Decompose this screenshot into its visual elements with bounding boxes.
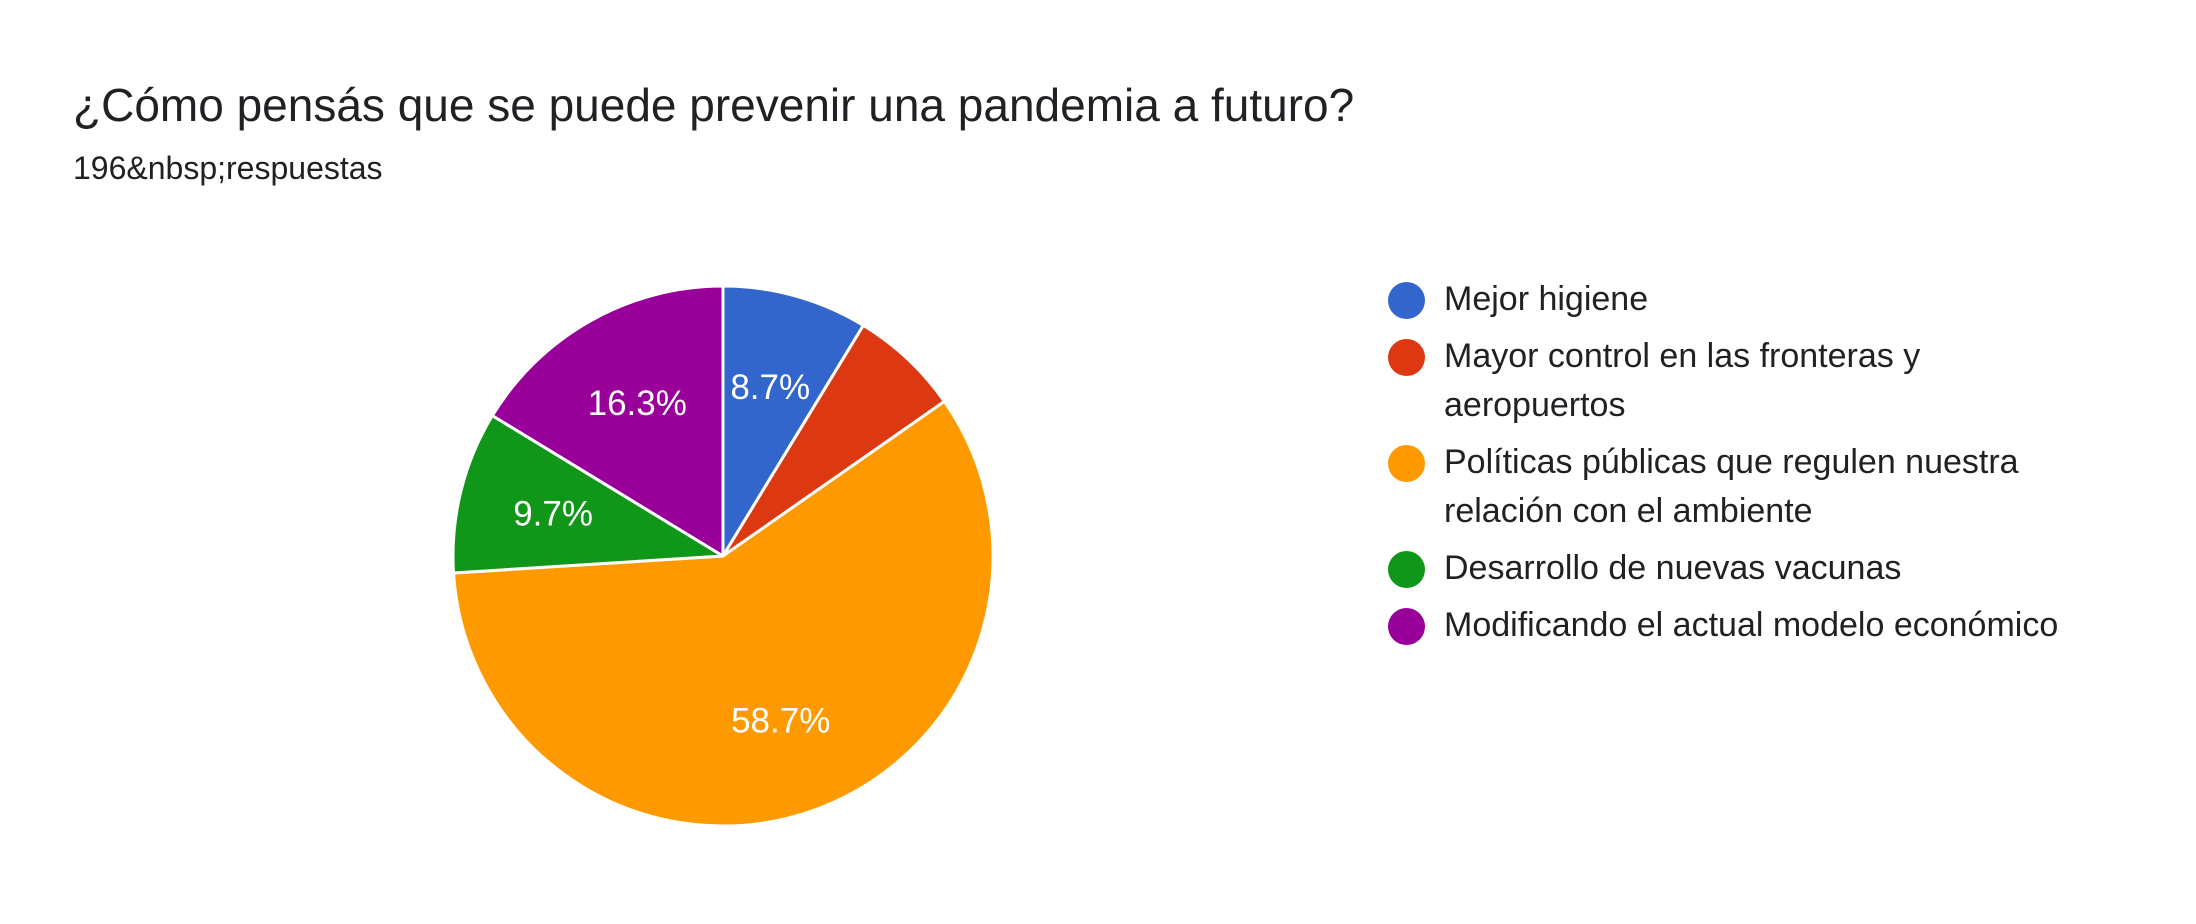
legend-label: Desarrollo de nuevas vacunas: [1444, 549, 1902, 587]
legend-label: Modificando el actual modelo económico: [1444, 606, 2059, 644]
pie-slice-3[interactable]: [451, 414, 725, 575]
pie-slice-4[interactable]: [490, 284, 725, 558]
legend-item-mejor-higiene[interactable]: Mejor higiene: [1388, 275, 2108, 324]
legend-swatch-icon: [1388, 282, 1425, 319]
response-count: 196&nbsp;respuestas: [73, 150, 383, 186]
legend-label: Políticas públicas que regulen nuestra r…: [1444, 443, 2019, 530]
legend-swatch-icon: [1388, 608, 1425, 645]
chart-title: ¿Cómo pensás que se puede prevenir una p…: [73, 79, 1355, 131]
legend-swatch-icon: [1388, 445, 1425, 482]
pie-slice-0[interactable]: [721, 284, 865, 558]
legend-item-politicas-publicas[interactable]: Políticas públicas que regulen nuestra r…: [1388, 438, 2108, 536]
slice-percent-label: 58.7%: [731, 702, 830, 741]
legend-swatch-icon: [1388, 551, 1425, 588]
legend-item-nuevas-vacunas[interactable]: Desarrollo de nuevas vacunas: [1388, 544, 2108, 593]
slice-percent-label: 8.7%: [730, 368, 810, 407]
pie-slice-1[interactable]: [721, 323, 946, 558]
legend-label: Mejor higiene: [1444, 280, 1649, 318]
slice-percent-label: 9.7%: [513, 495, 593, 534]
legend-item-modelo-economico[interactable]: Modificando el actual modelo económico: [1388, 601, 2108, 650]
legend-label: Mayor control en las fronteras y aeropue…: [1444, 337, 1921, 424]
legend-swatch-icon: [1388, 339, 1425, 376]
legend-item-mayor-control[interactable]: Mayor control en las fronteras y aeropue…: [1388, 332, 2108, 430]
legend: Mejor higiene Mayor control en las front…: [1388, 275, 2108, 658]
pie-slice-2[interactable]: [452, 399, 995, 828]
slice-percent-label: 16.3%: [588, 384, 687, 423]
